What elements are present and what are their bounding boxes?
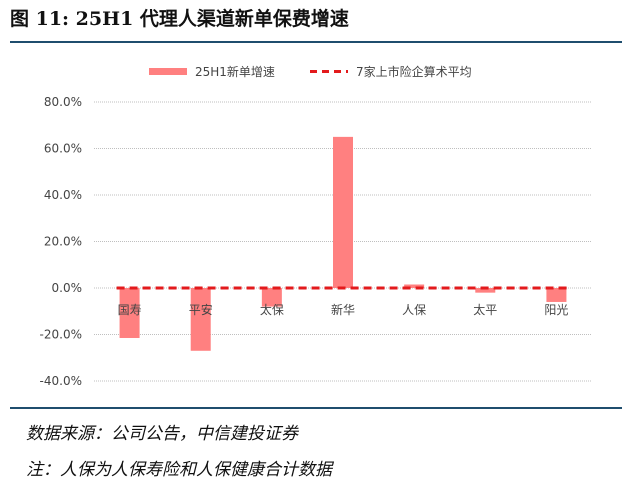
x-axis: 国寿 平安 太保 新华 人保 太平 阳光 <box>118 302 569 317</box>
footnote: 注：人保为人保寿险和人保健康合计数据 <box>26 460 332 480</box>
legend-line-label: 7家上市险企算术平均 <box>356 64 472 79</box>
y-tick-label: 0.0% <box>52 281 83 295</box>
source-note: 数据来源：公司公告，中信建投证券 <box>26 424 298 444</box>
y-tick-label: 60.0% <box>44 142 82 156</box>
legend-bar-swatch <box>149 68 187 75</box>
x-tick-label: 太平 <box>473 302 497 317</box>
x-tick-label: 国寿 <box>118 303 142 317</box>
header-rule <box>10 41 622 43</box>
chart-legend: 25H1新单增速 7家上市险企算术平均 <box>149 64 472 79</box>
bar <box>475 288 496 293</box>
x-tick-label: 阳光 <box>544 303 568 317</box>
footer-rule <box>10 407 622 409</box>
y-tick-label: -20.0% <box>40 328 82 342</box>
bar <box>333 136 353 288</box>
x-tick-label: 人保 <box>402 303 426 317</box>
y-tick-label: 20.0% <box>44 235 82 249</box>
bar-chart: 25H1新单增速 7家上市险企算术平均 80.0% 60.0% 40.0% 20.0%… <box>40 64 592 388</box>
x-tick-label: 新华 <box>331 302 355 317</box>
y-tick-label: 80.0% <box>44 95 82 109</box>
legend-bar-label: 25H1新单增速 <box>195 64 275 79</box>
y-axis: 80.0% 60.0% 40.0% 20.0% 0.0% -20.0% -40.0% <box>40 95 82 388</box>
bar <box>119 288 140 338</box>
y-tick-label: -40.0% <box>40 374 82 388</box>
y-tick-label: 40.0% <box>44 188 82 202</box>
bar <box>546 288 567 302</box>
bar <box>261 288 282 307</box>
bar <box>404 284 425 288</box>
bar-series <box>119 136 567 351</box>
x-tick-label: 太保 <box>260 302 284 317</box>
x-tick-label: 平安 <box>189 302 213 317</box>
figure-title: 图 11: 25H1 代理人渠道新单保费增速 <box>10 8 349 30</box>
bar <box>190 288 211 351</box>
